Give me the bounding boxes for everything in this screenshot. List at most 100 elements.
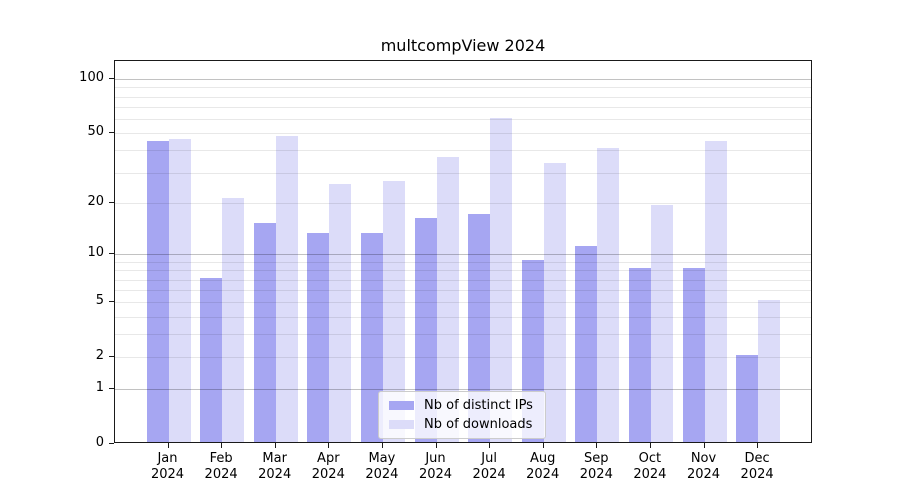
y-tick-label-1: 1 [95, 380, 104, 396]
bar-downloads-may [382, 181, 405, 442]
x-tick-month: May [368, 451, 396, 466]
x-tick-year: 2024 [150, 467, 185, 482]
bar-distinct-ips-nov [682, 268, 705, 442]
gridline-minor-50 [115, 133, 811, 135]
x-tick-year: 2024 [633, 467, 667, 482]
gridline-minor-6 [115, 290, 811, 292]
gridline-major-100 [115, 79, 811, 81]
bar-downloads-mar [275, 135, 298, 442]
y-tick-label-50: 50 [87, 124, 104, 140]
grid-layer [115, 61, 811, 442]
y-tick-50 [109, 132, 114, 134]
bar-downloads-jan [168, 139, 191, 442]
legend-swatch-distinct-ips-icon [389, 401, 414, 410]
bar-downloads-jun [436, 156, 459, 442]
y-tick-label-5: 5 [95, 293, 104, 309]
x-tick-month: Oct [638, 451, 662, 466]
gridline-minor-8 [115, 270, 811, 272]
legend-label-downloads: Nb of downloads [424, 417, 533, 432]
bar-downloads-apr [329, 184, 352, 442]
x-tick-month: Nov [690, 451, 717, 466]
legend: Nb of distinct IPs Nb of downloads [378, 391, 546, 439]
y-tick-label-20: 20 [87, 194, 104, 210]
x-tick-may [381, 443, 383, 448]
legend-entry-downloads: Nb of downloads [387, 415, 537, 434]
bar-downloads-nov [704, 141, 727, 442]
gridline-minor-5 [115, 302, 811, 304]
gridline-minor-80 [115, 96, 811, 98]
x-tick-label-aug: Aug 2024 [511, 451, 575, 483]
gridline-minor-3 [115, 334, 811, 336]
gridline-minor-30 [115, 172, 811, 174]
x-tick-label-may: May 2024 [350, 451, 414, 483]
y-tick-0 [109, 443, 114, 444]
x-tick-sep [596, 443, 598, 448]
x-tick-year: 2024 [579, 467, 613, 482]
gridline-minor-40 [115, 150, 811, 152]
x-tick-month: Jun [425, 451, 446, 466]
x-tick-label-feb: Feb 2024 [189, 451, 253, 483]
x-tick-label-jun: Jun 2024 [404, 451, 468, 483]
x-tick-month: Feb [209, 451, 233, 466]
legend-entry-distinct-ips: Nb of distinct IPs [387, 396, 537, 415]
x-tick-year: 2024 [472, 467, 506, 482]
y-tick-10 [109, 253, 114, 255]
x-tick-oct [649, 443, 651, 448]
legend-swatch-downloads-icon [389, 420, 414, 429]
bar-downloads-feb [222, 197, 245, 442]
bar-downloads-dec [758, 300, 781, 442]
x-tick-month: Jul [481, 451, 497, 466]
x-tick-label-oct: Oct 2024 [618, 451, 682, 483]
bar-distinct-ips-mar [253, 222, 276, 442]
x-tick-feb [221, 443, 223, 448]
y-tick-label-100: 100 [79, 70, 104, 86]
x-tick-jan [167, 443, 169, 448]
x-tick-year: 2024 [204, 467, 238, 482]
x-tick-label-apr: Apr 2024 [296, 451, 360, 483]
x-tick-year: 2024 [686, 467, 721, 482]
x-tick-dec [757, 443, 759, 448]
gridline-minor-2 [115, 357, 811, 359]
x-tick-nov [703, 443, 705, 448]
x-tick-year: 2024 [418, 467, 453, 482]
y-tick-100 [109, 78, 114, 80]
bar-distinct-ips-may [360, 233, 383, 442]
y-tick-20 [109, 202, 114, 204]
x-tick-label-dec: Dec 2024 [725, 451, 789, 483]
x-tick-month: Jan [157, 451, 178, 466]
x-tick-label-jan: Jan 2024 [136, 451, 200, 483]
x-tick-label-nov: Nov 2024 [672, 451, 736, 483]
x-tick-label-sep: Sep 2024 [564, 451, 628, 483]
x-tick-month: Sep [584, 451, 609, 466]
bar-distinct-ips-feb [200, 277, 223, 442]
x-tick-year: 2024 [258, 467, 292, 482]
bar-distinct-ips-dec [736, 355, 759, 442]
y-tick-label-2: 2 [95, 348, 104, 364]
y-tick-2 [109, 356, 114, 358]
bar-distinct-ips-jan [146, 141, 169, 442]
x-tick-mar [274, 443, 276, 448]
chart-title: multcompView 2024 [380, 36, 546, 55]
x-tick-apr [328, 443, 330, 448]
x-tick-month: Aug [529, 451, 556, 466]
x-tick-aug [542, 443, 544, 448]
gridline-minor-7 [115, 279, 811, 281]
bar-downloads-aug [543, 163, 566, 442]
x-tick-month: Dec [744, 451, 770, 466]
y-tick-label-10: 10 [87, 245, 104, 261]
plot-area [114, 60, 812, 443]
bar-distinct-ips-apr [307, 233, 330, 442]
x-tick-year: 2024 [365, 467, 399, 482]
bar-downloads-jul [490, 118, 513, 442]
bar-distinct-ips-sep [575, 245, 598, 442]
x-tick-year: 2024 [740, 467, 774, 482]
x-tick-label-mar: Mar 2024 [243, 451, 307, 483]
gridline-minor-20 [115, 203, 811, 205]
gridline-minor-60 [115, 119, 811, 120]
x-tick-jun [435, 443, 437, 448]
x-tick-month: Mar [262, 451, 287, 466]
gridline-minor-70 [115, 107, 811, 108]
bar-downloads-oct [650, 205, 673, 442]
x-tick-jul [489, 443, 491, 448]
